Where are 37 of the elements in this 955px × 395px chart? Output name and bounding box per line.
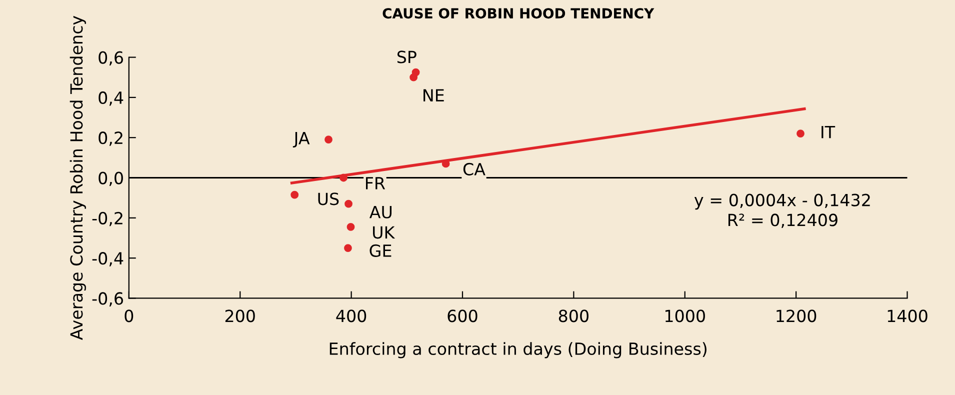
annotation: y = 0,0004x - 0,1432 R² = 0,12409 — [694, 194, 870, 228]
x-tick-label: 200 — [225, 310, 255, 322]
point — [344, 244, 352, 252]
annotation: NE — [424, 89, 444, 102]
y-tick-label: 0,4 — [98, 91, 124, 106]
x-tick-label: 1200 — [776, 310, 816, 322]
annotation: JA — [292, 132, 310, 148]
y-tick-label: -0,6 — [92, 292, 124, 306]
chart-title: CAUSE OF ROBIN HOOD TENDENCY — [382, 8, 654, 19]
point — [344, 200, 352, 208]
y-axis-title: Average Country Robin Hood Tendency — [70, 16, 86, 340]
point — [290, 190, 299, 199]
point — [410, 73, 418, 82]
annotation: CA — [463, 162, 486, 176]
point — [796, 130, 804, 138]
x-tick-label: 1000 — [665, 310, 705, 322]
y-tick-label: 0,0 — [98, 172, 123, 186]
annotation: IT — [822, 126, 836, 138]
point — [340, 174, 348, 182]
annotation: US — [318, 192, 339, 206]
x-tick-label: 400 — [336, 310, 366, 322]
annotation: GE — [370, 244, 392, 258]
x-tick-label: 800 — [558, 310, 588, 322]
annotation: SP — [397, 50, 416, 64]
point — [346, 222, 355, 231]
y-tick-label: 0,2 — [98, 132, 122, 146]
point — [324, 136, 332, 144]
y-tick-label: -0,2 — [92, 212, 122, 226]
annotation: UK — [373, 226, 396, 239]
x-tick-label: 0 — [124, 310, 134, 322]
x-tick-label: 1400 — [888, 310, 928, 322]
annotation: AU — [369, 206, 392, 218]
x-tick-label: 600 — [448, 310, 478, 322]
x-axis-title: Enforcing a contract in days (Doing Business) — [330, 342, 706, 358]
y-tick-label: -0,4 — [92, 252, 124, 266]
annotation: FR — [366, 177, 386, 190]
y-tick-label: 0,6 — [98, 51, 124, 66]
